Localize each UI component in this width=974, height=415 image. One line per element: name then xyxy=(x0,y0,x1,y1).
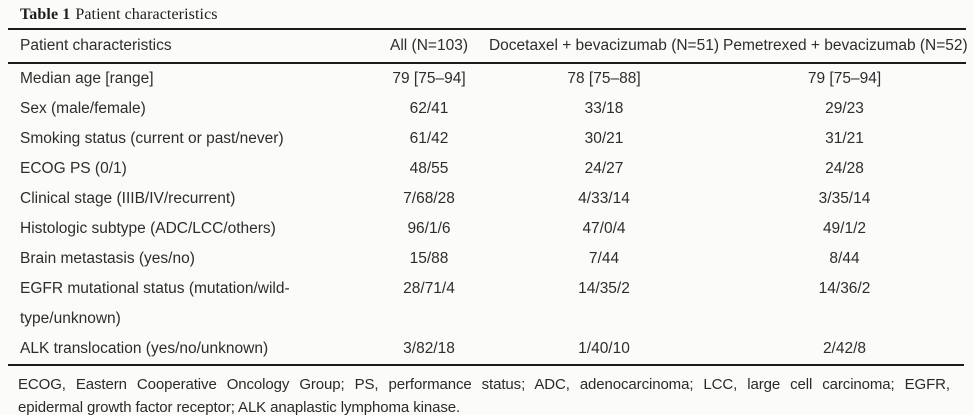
cell-pemetrexed: 24/28 xyxy=(825,160,864,177)
cell-all: 79 [75–94] xyxy=(392,70,466,87)
table-number: Table 1 xyxy=(20,6,71,23)
cell-all: 7/68/28 xyxy=(403,190,455,207)
row-label: Histologic subtype (ADC/LCC/others) xyxy=(20,220,276,237)
row-label: Smoking status (current or past/never) xyxy=(20,130,284,147)
row-label: Median age [range] xyxy=(20,70,154,87)
footnote-line-1: ECOG, Eastern Cooperative Oncology Group… xyxy=(18,376,950,393)
table-caption: Patient characteristics xyxy=(75,6,218,23)
header-row: Patient characteristics All (N=103) Doce… xyxy=(8,30,968,64)
cell-all: 61/42 xyxy=(409,130,449,147)
table-row: EGFR mutational status (mutation/wild-ty… xyxy=(8,274,966,334)
cell-docetaxel: 1/40/10 xyxy=(578,340,630,357)
cell-pemetrexed: 3/35/14 xyxy=(818,190,871,207)
row-label: Sex (male/female) xyxy=(20,100,146,117)
cell-pemetrexed: 8/44 xyxy=(829,250,860,267)
cell-all: 15/88 xyxy=(409,250,449,267)
table-footnote: ECOG, Eastern Cooperative Oncology Group… xyxy=(8,364,964,415)
row-label: Clinical stage (IIIB/IV/recurrent) xyxy=(20,190,236,207)
table-row: Smoking status (current or past/never) 6… xyxy=(8,124,966,154)
cell-docetaxel: 30/21 xyxy=(584,130,624,147)
table-row: ECOG PS (0/1) 48/55 24/27 24/28 xyxy=(8,154,966,184)
table-row: Histologic subtype (ADC/LCC/others) 96/1… xyxy=(8,214,966,244)
cell-docetaxel: 24/27 xyxy=(584,160,624,177)
column-header-docetaxel: Docetaxel + bevacizumab (N=51) xyxy=(485,30,723,64)
footnote-line-2: epidermal growth factor receptor; ALK an… xyxy=(18,399,461,415)
cell-docetaxel: 14/35/2 xyxy=(578,280,630,297)
cell-pemetrexed: 2/42/8 xyxy=(822,340,867,357)
cell-docetaxel: 4/33/14 xyxy=(578,190,630,207)
cell-pemetrexed: 29/23 xyxy=(825,100,864,117)
table-row: Brain metastasis (yes/no) 15/88 7/44 8/4… xyxy=(8,244,966,274)
row-label: EGFR mutational status (mutation/wild-ty… xyxy=(20,280,290,327)
table-title: Table 1 Patient characteristics xyxy=(8,5,966,30)
column-header-all: All (N=103) xyxy=(373,30,485,64)
table-row: Sex (male/female) 62/41 33/18 29/23 xyxy=(8,94,966,124)
cell-docetaxel: 33/18 xyxy=(584,100,624,117)
cell-all: 62/41 xyxy=(409,100,449,117)
column-header-characteristics: Patient characteristics xyxy=(8,30,373,64)
column-header-pemetrexed: Pemetrexed + bevacizumab (N=52) xyxy=(723,30,968,64)
cell-pemetrexed: 49/1/2 xyxy=(822,220,867,237)
cell-pemetrexed: 14/36/2 xyxy=(818,280,871,297)
row-label: ALK translocation (yes/no/unknown) xyxy=(20,340,269,357)
row-label: Brain metastasis (yes/no) xyxy=(20,250,195,267)
patient-characteristics-table: Patient characteristics All (N=103) Doce… xyxy=(8,30,968,364)
cell-docetaxel: 47/0/4 xyxy=(582,220,626,237)
table-row: Median age [range] 79 [75–94] 78 [75–88]… xyxy=(8,63,966,94)
cell-docetaxel: 78 [75–88] xyxy=(567,70,641,87)
cell-docetaxel: 7/44 xyxy=(588,250,620,267)
cell-all: 3/82/18 xyxy=(403,340,455,357)
table-row: ALK translocation (yes/no/unknown) 3/82/… xyxy=(8,334,966,364)
cell-all: 96/1/6 xyxy=(407,220,451,237)
cell-all: 28/71/4 xyxy=(403,280,455,297)
table-row: Clinical stage (IIIB/IV/recurrent) 7/68/… xyxy=(8,184,966,214)
cell-pemetrexed: 31/21 xyxy=(825,130,864,147)
row-label: ECOG PS (0/1) xyxy=(20,160,127,177)
cell-pemetrexed: 79 [75–94] xyxy=(807,70,882,87)
cell-all: 48/55 xyxy=(409,160,449,177)
